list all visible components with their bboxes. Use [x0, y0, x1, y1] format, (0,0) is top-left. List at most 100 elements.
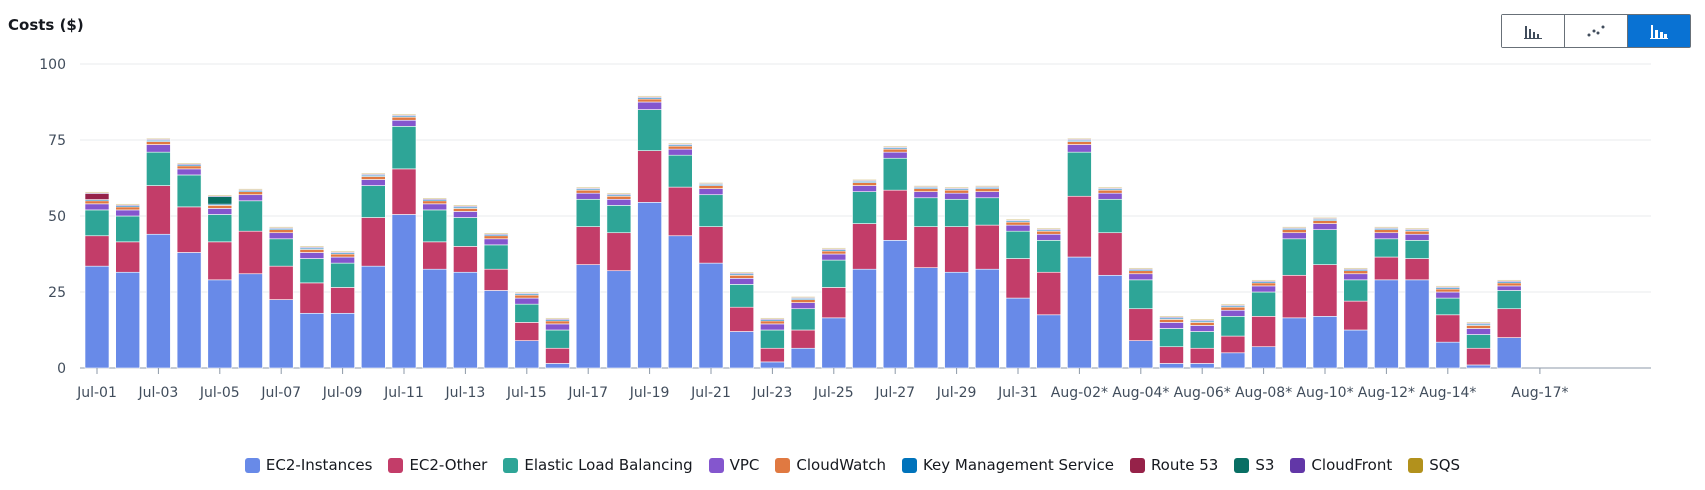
bar-segment-vpc: [974, 191, 1000, 199]
legend-item[interactable]: S3: [1234, 456, 1274, 474]
bar-segment-sqs: [1128, 267, 1154, 269]
bar-segment-sqs: [1036, 227, 1061, 230]
legend-item[interactable]: Elastic Load Balancing: [503, 456, 693, 474]
legend-item[interactable]: VPC: [708, 456, 759, 474]
x-tick-label: Aug-02*: [1051, 385, 1108, 401]
bar-segment-elastic-load-balancing: [1282, 238, 1307, 276]
bar-segment-cloudwatch: [1189, 322, 1215, 326]
bar-segment-elastic-load-balancing: [637, 109, 662, 151]
legend-item[interactable]: EC2-Other: [388, 456, 487, 474]
legend-label: Elastic Load Balancing: [524, 456, 693, 474]
bar-segment-ec2-other: [667, 186, 693, 237]
bar-segment-ec2-instances: [176, 252, 202, 369]
bar-segment-sqs: [1067, 138, 1092, 140]
legend-item[interactable]: Route 53: [1129, 456, 1219, 474]
bar-segment-ec2-instances: [1374, 279, 1399, 369]
bar-segment-elastic-load-balancing: [882, 157, 908, 191]
bar-segment-cloudwatch: [453, 208, 478, 212]
bar-segment-ec2-instances: [545, 363, 570, 369]
bar-segment-sqs: [1466, 322, 1491, 324]
bar-segment-ec2-other: [944, 226, 969, 273]
bar-segment-cloudwatch: [268, 229, 294, 234]
y-tick-label: 50: [48, 209, 66, 225]
bar-segment-cloudwatch: [1343, 270, 1368, 275]
bar-segment-sqs: [1220, 303, 1246, 306]
bar-segment-sqs: [391, 113, 417, 116]
bar-segment-elastic-load-balancing: [852, 191, 877, 224]
bar-segment-elastic-load-balancing: [1067, 151, 1092, 197]
bar-segment-ec2-other: [299, 282, 325, 314]
bar-segment-ec2-other: [146, 185, 171, 235]
bar-segment-elastic-load-balancing: [698, 194, 724, 227]
bar-segment-ec2-other: [882, 189, 908, 241]
bar-segment-elastic-load-balancing: [1374, 238, 1399, 258]
legend-item[interactable]: CloudFront: [1290, 456, 1392, 474]
bar-segment-vpc: [1496, 285, 1522, 291]
bar-segment-elastic-load-balancing: [1466, 334, 1491, 349]
bar-chart-view-button[interactable]: [1502, 15, 1565, 47]
bar-segment-ec2-instances: [1404, 279, 1430, 369]
bar-segment-elastic-load-balancing: [422, 209, 448, 243]
bar-segment-elastic-load-balancing: [944, 198, 969, 227]
bar-segment-route-53: [84, 193, 110, 200]
bar-segment-sqs: [1343, 267, 1368, 269]
x-tick-label: Jul-15: [506, 385, 547, 401]
bar-segment-ec2-instances: [790, 347, 816, 369]
bar-segment-cloudwatch: [1435, 288, 1461, 293]
bar-segment-ec2-instances: [606, 270, 632, 369]
stacked-bar-chart-view-button[interactable]: [1628, 15, 1690, 47]
bar-segment-sqs: [974, 185, 1000, 187]
bar-segment-vpc: [821, 253, 847, 261]
bar-segment-ec2-other: [729, 306, 755, 332]
legend-label: EC2-Instances: [265, 456, 373, 474]
bar-segment-sqs: [1374, 226, 1399, 228]
bar-segment-vpc: [268, 232, 294, 240]
x-tick-label: Jul-27: [874, 385, 915, 401]
line-chart-view-button[interactable]: [1565, 15, 1628, 47]
bar-segment-elastic-load-balancing: [360, 185, 386, 218]
legend-item[interactable]: CloudWatch: [775, 456, 886, 474]
bar-segment-elastic-load-balancing: [84, 209, 110, 237]
bar-segment-ec2-other: [1343, 300, 1368, 331]
bar-segment-sqs: [790, 296, 816, 298]
bar-segment-cloudwatch: [514, 294, 540, 299]
legend-label: CloudWatch: [796, 456, 886, 474]
bar-segment-ec2-instances: [360, 265, 386, 369]
legend-swatch: [1408, 457, 1424, 473]
bar-segment-ec2-instances: [1251, 346, 1276, 369]
bar-segment-sqs: [514, 291, 540, 294]
bar-segment-sqs: [207, 194, 233, 196]
bar-segment-ec2-other: [852, 223, 877, 270]
bar-segment-ec2-instances: [391, 214, 417, 369]
bar-segment-ec2-other: [115, 241, 140, 273]
bar-segment-elastic-load-balancing: [606, 205, 632, 234]
bar-segment-elastic-load-balancing: [1251, 291, 1276, 317]
line-chart-icon: [1587, 25, 1605, 37]
legend-item[interactable]: Key Management Service: [901, 456, 1114, 474]
bar-segment-elastic-load-balancing: [1005, 230, 1031, 259]
bar-segment-ec2-other: [1189, 347, 1215, 364]
bar-segment-ec2-other: [545, 347, 570, 364]
bar-segment-sqs: [238, 188, 263, 190]
bar-segment-vpc: [1220, 309, 1246, 317]
chart-type-toggle: [1501, 14, 1691, 48]
bar-segment-sqs: [698, 182, 724, 184]
bar-segment-ec2-other: [1251, 316, 1276, 348]
bar-segment-vpc: [944, 192, 969, 200]
legend-item[interactable]: SQS: [1408, 456, 1460, 474]
bar-segment-vpc: [637, 101, 662, 110]
legend-item[interactable]: EC2-Instances: [244, 456, 373, 474]
bar-segment-vpc: [1435, 291, 1461, 299]
bar-segment-ec2-other: [1067, 195, 1092, 258]
legend-label: Route 53: [1150, 456, 1219, 474]
bar-segment-cloudwatch: [115, 206, 140, 211]
bar-segment-ec2-instances: [1435, 341, 1461, 369]
bar-segment-ec2-other: [974, 224, 1000, 270]
bar-segment-ec2-other: [176, 206, 202, 253]
bar-segment-vpc: [1466, 328, 1491, 335]
bar-segment-vpc: [391, 119, 417, 127]
bar-segment-ec2-instances: [944, 271, 969, 369]
bar-segment-sqs: [667, 142, 693, 145]
stacked-bar-chart-icon: [1650, 25, 1668, 39]
bar-segment-vpc: [330, 256, 355, 264]
